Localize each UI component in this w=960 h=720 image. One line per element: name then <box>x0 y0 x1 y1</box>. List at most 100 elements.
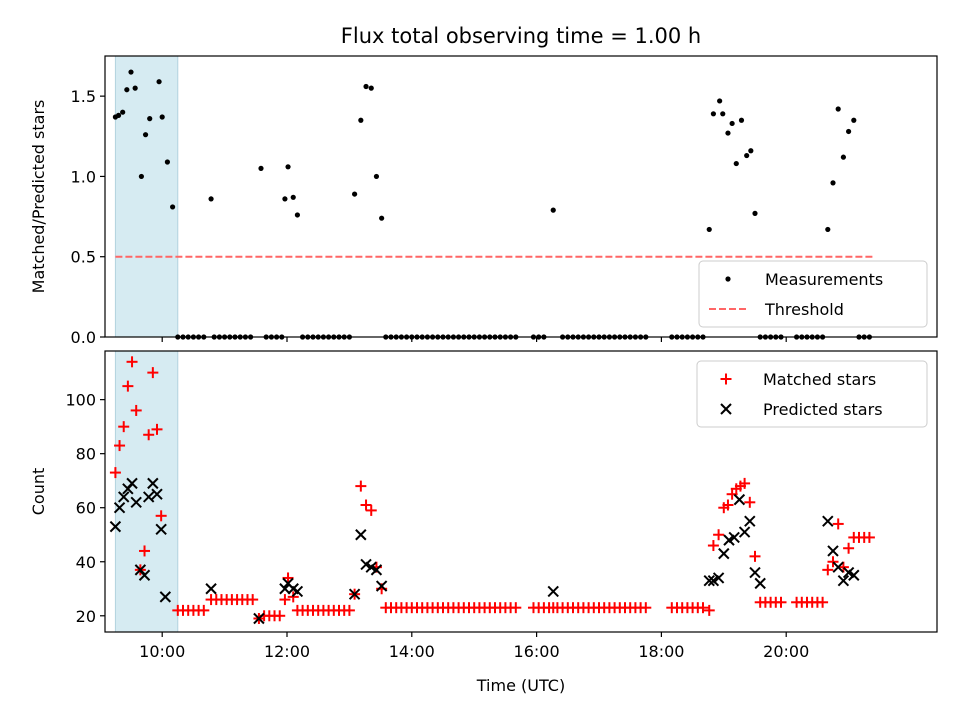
x-marker-b <box>287 583 299 595</box>
data-point <box>155 510 167 522</box>
data-point <box>370 564 383 576</box>
data-point <box>109 520 122 533</box>
data-point <box>550 207 556 213</box>
data-point <box>343 604 355 616</box>
x-marker-b <box>827 545 839 557</box>
data-point <box>703 604 715 616</box>
x-marker-b <box>848 569 860 581</box>
x-marker-b <box>355 529 367 541</box>
data-point <box>744 515 756 527</box>
data-point <box>703 574 715 587</box>
x-marker-b <box>718 547 730 560</box>
data-point <box>749 550 761 562</box>
data-point <box>365 504 377 516</box>
data-point <box>159 591 172 603</box>
data-point <box>713 529 725 541</box>
data-point <box>720 111 726 117</box>
data-point <box>142 491 155 503</box>
data-point <box>279 594 291 606</box>
data-point <box>132 85 138 91</box>
data-point <box>126 356 138 368</box>
data-point <box>247 594 259 606</box>
ratio-panel: 0.0 0.5 1.0 1.5 Matched/Predicted stars Mea… <box>29 55 938 347</box>
data-point <box>733 160 739 167</box>
data-point <box>775 596 787 608</box>
data-point <box>352 191 358 197</box>
data-point <box>697 602 709 614</box>
legend-label: Measurements <box>765 270 883 289</box>
data-point <box>739 477 751 489</box>
data-point <box>355 529 367 541</box>
data-point <box>840 154 847 160</box>
legend-label: Matched stars <box>763 370 876 389</box>
legend-marker-swatch <box>720 373 732 385</box>
data-point <box>368 85 374 91</box>
legend-box <box>696 360 928 428</box>
x-marker-b <box>348 588 361 600</box>
data-point <box>707 540 719 552</box>
plot-frame <box>104 55 938 338</box>
data-point <box>151 423 163 435</box>
data-point <box>208 196 214 202</box>
x-tick-label: 12:00 <box>264 642 310 661</box>
y-tick-label: 1.0 <box>71 167 96 186</box>
data-point <box>710 111 717 117</box>
data-point <box>379 215 385 221</box>
data-point <box>744 152 750 159</box>
y-tick-label: 1.5 <box>71 87 96 106</box>
data-point <box>822 515 834 527</box>
series-plus-0 <box>109 356 875 624</box>
data-point <box>748 148 754 154</box>
x-marker-b <box>159 591 172 603</box>
y-tick-label: 60 <box>76 499 96 518</box>
data-point <box>822 564 834 576</box>
data-point <box>294 212 300 218</box>
x-marker-b <box>138 569 151 581</box>
x-marker-b <box>151 488 163 500</box>
y-tick-label: 80 <box>76 445 96 464</box>
legend-marker-swatch <box>725 276 731 282</box>
data-point <box>863 531 875 543</box>
data-point <box>846 128 852 135</box>
observing-window-span-top <box>114 55 179 338</box>
data-point <box>752 210 758 216</box>
legend-box <box>698 260 928 328</box>
data-point <box>733 493 746 506</box>
data-point <box>358 117 364 123</box>
data-point <box>355 480 367 492</box>
y-tick-label: 0.0 <box>71 328 96 347</box>
data-point <box>198 604 210 616</box>
x-marker-b <box>118 491 130 503</box>
data-point <box>113 502 126 514</box>
data-point <box>114 440 126 452</box>
x-marker-b <box>744 515 756 527</box>
data-point <box>155 523 167 536</box>
data-point <box>712 572 725 584</box>
x-marker-b <box>375 580 388 592</box>
x-marker-b <box>142 491 155 503</box>
series-x-1 <box>109 477 860 625</box>
legend-marker-swatch <box>720 403 732 415</box>
data-point <box>744 496 756 508</box>
x-marker-b <box>126 477 138 490</box>
data-point <box>109 467 121 479</box>
data-point <box>124 87 130 93</box>
data-point <box>830 180 836 186</box>
data-point <box>825 226 831 233</box>
x-marker-b <box>282 577 294 590</box>
x-marker-b <box>837 574 850 587</box>
data-point <box>738 117 745 123</box>
data-point <box>827 545 839 557</box>
data-point <box>363 83 369 90</box>
y-tick-label: 0.5 <box>71 248 96 267</box>
x-marker-b <box>728 531 740 544</box>
data-point <box>122 380 134 392</box>
data-point <box>282 196 288 202</box>
x-tick-label: 16:00 <box>514 642 560 661</box>
data-point <box>348 588 361 600</box>
data-point <box>126 477 138 490</box>
data-point <box>291 585 304 598</box>
x-marker-b <box>205 583 217 595</box>
x-marker-b <box>842 566 855 579</box>
data-point <box>164 159 170 165</box>
